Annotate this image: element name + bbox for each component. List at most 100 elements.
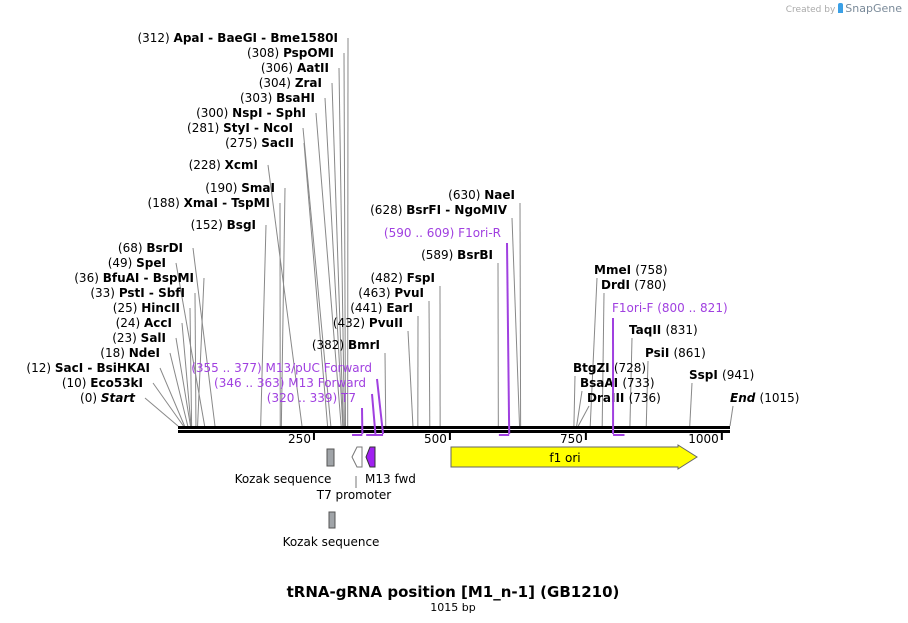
enzyme-site-label[interactable]: DrdI (780) [601,278,666,292]
enzyme-site-label[interactable]: (628) BsrFI - NgoMIV [370,203,508,217]
enzyme-site-label[interactable]: (312) ApaI - BaeGI - Bme1580I [137,31,338,45]
enzyme-site-label[interactable]: (49) SpeI [108,256,166,270]
site-position: (300) [196,106,232,120]
site-position: (49) [108,256,136,270]
site-position: (281) [187,121,223,135]
enzyme-site-label[interactable]: (0) Start [80,391,136,405]
enzyme-site-label[interactable]: (482) FspI [371,271,436,285]
enzyme-name: NaeI [484,188,515,202]
site-position: (228) [189,158,225,172]
enzyme-name: AatII [297,61,329,75]
site-connector [267,164,303,427]
primer-label[interactable]: (590 .. 609) F1ori-R [384,226,501,240]
site-connector [428,300,431,427]
site-connector [169,352,189,427]
site-connector [324,97,344,427]
enzyme-site-label[interactable]: SspI (941) [689,368,754,382]
enzyme-site-label[interactable]: End (1015) [730,391,799,405]
site-connector [407,330,414,427]
enzyme-name: XmaI - TspMI [184,196,270,210]
enzyme-name: PstI - SbfI [119,286,185,300]
enzyme-site-label[interactable]: (441) EarI [350,301,413,315]
site-connector [511,217,521,427]
site-connector [260,224,267,427]
site-connector [577,405,590,427]
enzyme-site-label[interactable]: (304) ZraI [259,76,322,90]
site-connector [194,292,197,427]
enzyme-site-label[interactable]: (152) BsgI [191,218,256,232]
site-position: (441) [350,301,386,315]
enzyme-site-label[interactable]: TaqII (831) [629,323,698,337]
enzyme-site-label[interactable]: BtgZI (728) [573,361,646,375]
enzyme-site-label[interactable]: (306) AatII [261,61,329,75]
site-connector [197,277,205,427]
enzyme-site-label[interactable]: (23) SalI [112,331,166,345]
enzyme-name: BtgZI [573,361,614,375]
site-position: (303) [240,91,276,105]
primer-label[interactable]: F1ori-F (800 .. 821) [612,301,728,315]
enzyme-site-label[interactable]: (190) SmaI [205,181,275,195]
site-connector [384,352,387,427]
enzyme-site-label[interactable]: PsiI (861) [645,346,706,360]
site-connector [645,360,649,427]
enzyme-site-label[interactable]: (303) BsaHI [240,91,315,105]
enzyme-site-label[interactable]: (432) PvuII [333,316,403,330]
enzyme-site-label[interactable]: (188) XmaI - TspMI [148,196,270,210]
site-position: (304) [259,76,295,90]
feature-m13-fwd[interactable]: M13 fwd [365,446,416,486]
enzyme-site-label[interactable]: (300) NspI - SphI [196,106,306,120]
enzyme-site-label[interactable]: (630) NaeI [448,188,515,202]
enzyme-site-label[interactable]: (25) HincII [113,301,180,315]
enzyme-site-label[interactable]: (18) NdeI [100,346,160,360]
enzyme-name: SpeI [136,256,166,270]
feature-t7-promoter[interactable]: T7 promoter [316,446,392,502]
primer-label[interactable]: (346 .. 363) M13 Forward [214,376,366,390]
enzyme-site-label[interactable]: DraIII (736) [587,391,661,405]
feature-kozak-upper[interactable]: Kozak sequence [235,448,335,486]
enzyme-name: NdeI [129,346,160,360]
site-position: (733) [622,376,654,390]
site-connector [629,337,633,427]
enzyme-site-label[interactable]: (12) SacI - BsiHKAI [26,361,150,375]
primer-name: F1ori-F [612,301,657,315]
primer-connector [371,393,377,435]
primer-range: (800 .. 821) [657,301,727,315]
enzyme-site-label[interactable]: BsaAI (733) [580,376,655,390]
f1-ori-label: f1 ori [549,451,580,465]
site-connector [601,292,605,427]
site-connector [280,187,286,427]
enzyme-site-label[interactable]: (275) SacII [225,136,294,150]
site-connector [343,52,347,427]
kozak-box-icon [326,448,335,467]
feature-kozak-lower[interactable]: Kozak sequence [283,511,380,549]
primer-range: (320 .. 339) [267,391,341,405]
tick-label: 1000 [688,432,719,446]
primer-label[interactable]: (320 .. 339) T7 [267,391,356,405]
enzyme-site-label[interactable]: (281) StyI - NcoI [187,121,293,135]
enzyme-site-label[interactable]: (463) PvuI [358,286,424,300]
feature-f1-ori[interactable]: f1 ori [450,444,698,470]
site-position: (152) [191,218,227,232]
enzyme-site-label[interactable]: (382) BmrI [312,338,380,352]
site-connector [302,127,332,427]
enzyme-site-label[interactable]: (10) Eco53kI [62,376,143,390]
enzyme-site-label[interactable]: (68) BsrDI [118,241,183,255]
credit-brand: SnapGene [845,2,902,15]
tick-label: 250 [288,432,311,446]
enzyme-name: SacII [261,136,294,150]
primer-label[interactable]: (355 .. 377) M13/pUC Forward [191,361,372,375]
kozak-label: Kozak sequence [235,472,332,486]
site-connector [175,337,192,427]
enzyme-site-label[interactable]: (589) BsrBI [421,248,493,262]
enzyme-site-label[interactable]: (36) BfuAI - BspMI [74,271,194,285]
enzyme-site-label[interactable]: (33) PstI - SbfI [90,286,185,300]
enzyme-site-label[interactable]: (308) PspOMI [247,46,334,60]
enzyme-site-label[interactable]: (24) AccI [116,316,172,330]
enzyme-site-label[interactable]: MmeI (758) [594,263,668,277]
primer-range: (346 .. 363) [214,376,288,390]
site-connector [144,397,179,427]
site-position: (861) [673,346,705,360]
enzyme-site-label[interactable]: (228) XcmI [189,158,258,172]
enzyme-name: Start [101,391,136,405]
enzyme-name: BsaHI [276,91,315,105]
